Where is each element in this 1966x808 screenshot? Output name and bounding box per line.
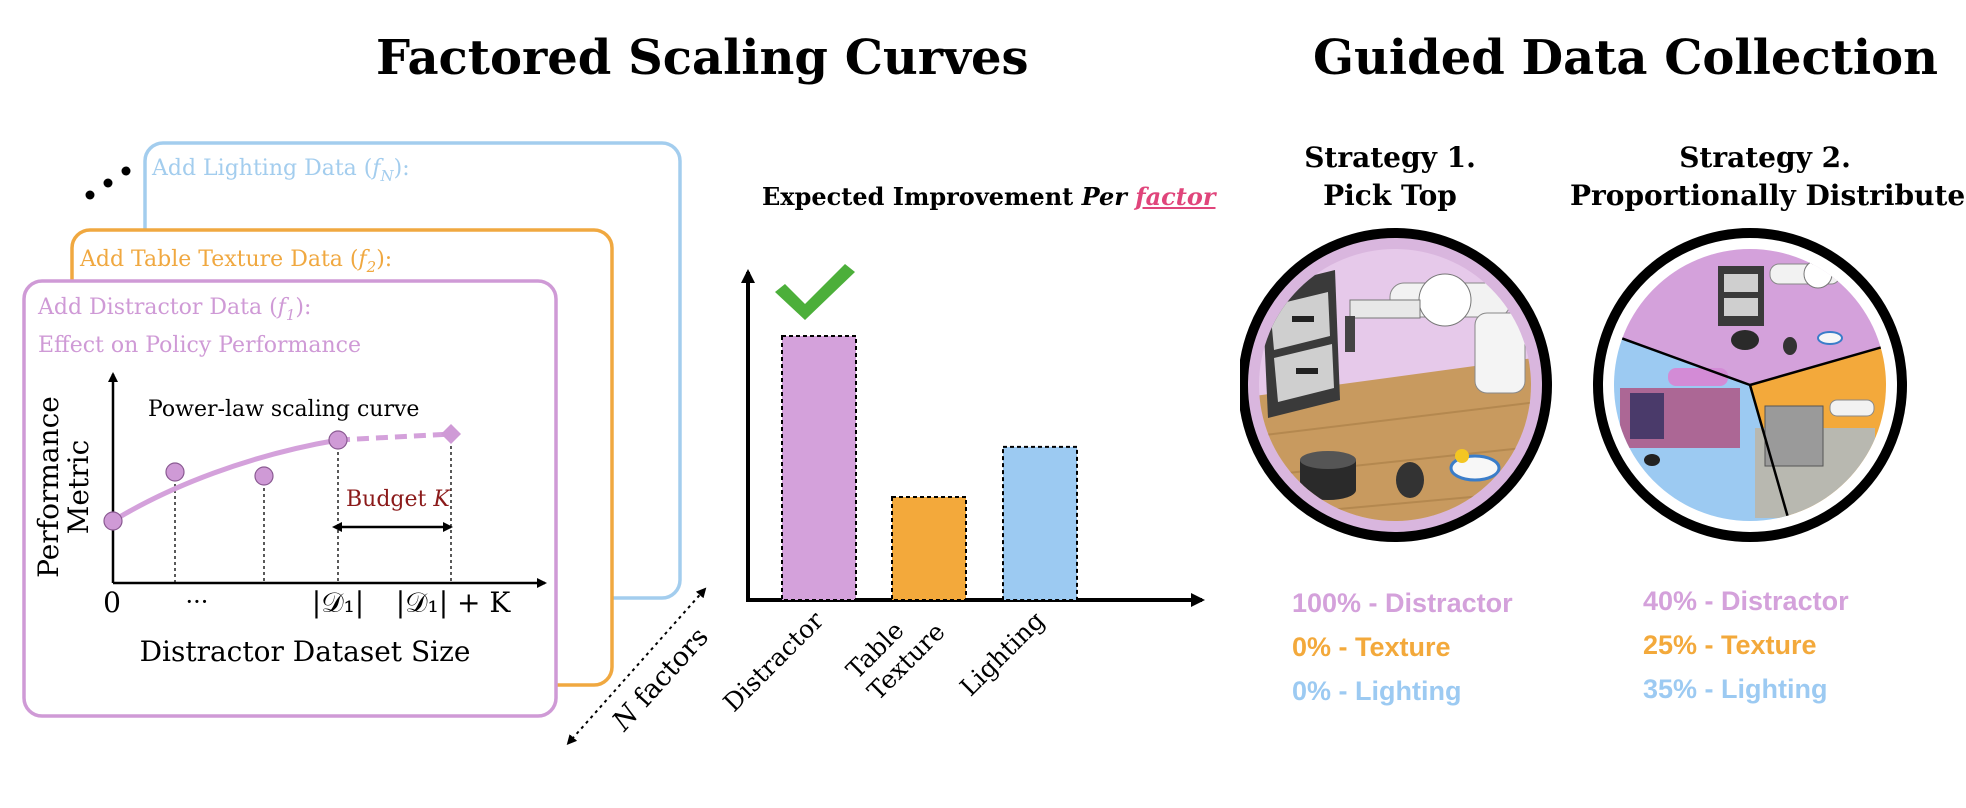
alloc2-lighting: 35% - Lighting (1643, 674, 1828, 704)
bar-table (891, 496, 967, 601)
strategy2-pie-image (1593, 228, 1907, 542)
checkmark-icon (775, 264, 855, 320)
alloc2-texture: 25% - Texture (1643, 630, 1817, 660)
strategy2-allocation: 40% - Distractor 25% - Texture 35% - Lig… (1643, 586, 1849, 718)
bar-label-distractor: Distractor (718, 606, 830, 718)
strategy1-line2: Pick Top (1323, 179, 1457, 212)
bar-lighting (1002, 445, 1078, 601)
strategy1-heading: Strategy 1. Pick Top (1240, 139, 1540, 215)
x-tick-ellipsis: ··· (186, 588, 209, 616)
x-tick-d1: |𝒟₁| (312, 586, 364, 619)
bar-chart-title: Expected Improvement Per factor (762, 182, 1216, 211)
y-axis-label: Performance (32, 396, 65, 578)
alloc1-texture: 0% - Texture (1292, 632, 1451, 662)
card-texture-title: Add Table Texture Data (f2): (79, 247, 392, 276)
card-distractor (22, 279, 558, 718)
power-law-curve (111, 437, 339, 524)
strategy2-heading: Strategy 2. Proportionally Distribute (1570, 139, 1966, 215)
pie-divider-0 (1614, 329, 1751, 387)
x-axis-label: Distractor Dataset Size (140, 635, 471, 668)
y-axis-label-line2: Metric (62, 440, 95, 535)
right-panel-title: Guided Data Collection (1313, 30, 1938, 86)
bar-title-italic: Per (1081, 182, 1136, 211)
curve-data-points (103, 430, 348, 531)
bar-distractor (781, 335, 857, 601)
bar-label-table: TableTexture (841, 596, 951, 706)
curve-label: Power-law scaling curve (148, 397, 419, 422)
strategy1-allocation: 100% - Distractor 0% - Texture 0% - Ligh… (1292, 588, 1513, 720)
bar-label-lighting: Lighting (954, 606, 1050, 702)
alloc1-distractor: 100% - Distractor (1292, 588, 1513, 618)
alloc1-lighting: 0% - Lighting (1292, 676, 1462, 706)
n-factors-arrow (566, 587, 707, 745)
strategy2-line2: Proportionally Distribute (1570, 179, 1966, 212)
improvement-bar-chart: Distractor TableTexture Lighting (718, 264, 1205, 718)
pie-divider-1 (1749, 339, 1886, 387)
left-panel-title: Factored Scaling Curves (376, 30, 1029, 86)
card-lighting-title: Add Lighting Data (fN): (151, 156, 410, 185)
strategy2-line1: Strategy 2. (1679, 141, 1851, 174)
x-tick-0: 0 (103, 586, 121, 619)
ellipsis-dots-left (85, 166, 131, 200)
factor-link: factor (1135, 182, 1216, 211)
x-tick-d1-plus-k: |𝒟₁| + K (396, 586, 512, 619)
card-distractor-title: Add Distractor Data (f1): (37, 295, 311, 324)
strategy1-line1: Strategy 1. (1304, 141, 1476, 174)
alloc2-distractor: 40% - Distractor (1643, 586, 1849, 616)
strategy1-circle-image (1240, 228, 1552, 542)
bar-title-prefix: Expected Improvement (762, 182, 1082, 211)
budget-label: Budget K (346, 487, 451, 512)
pie-divider-2 (1748, 384, 1796, 521)
card-subtitle: Effect on Policy Performance (38, 333, 361, 358)
predicted-point-diamond (441, 424, 461, 444)
